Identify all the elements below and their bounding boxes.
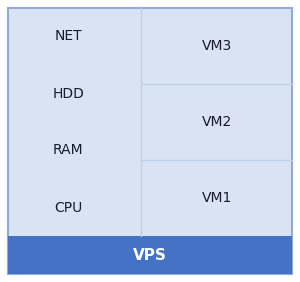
Text: VM2: VM2 [202,115,232,129]
Text: VM1: VM1 [202,191,232,205]
Text: CPU: CPU [54,201,82,215]
Text: HDD: HDD [52,87,84,100]
Text: VPS: VPS [133,248,167,263]
Text: NET: NET [54,30,82,43]
Bar [8,236,292,274]
Text: VM3: VM3 [202,39,232,53]
Text: RAM: RAM [53,144,83,158]
